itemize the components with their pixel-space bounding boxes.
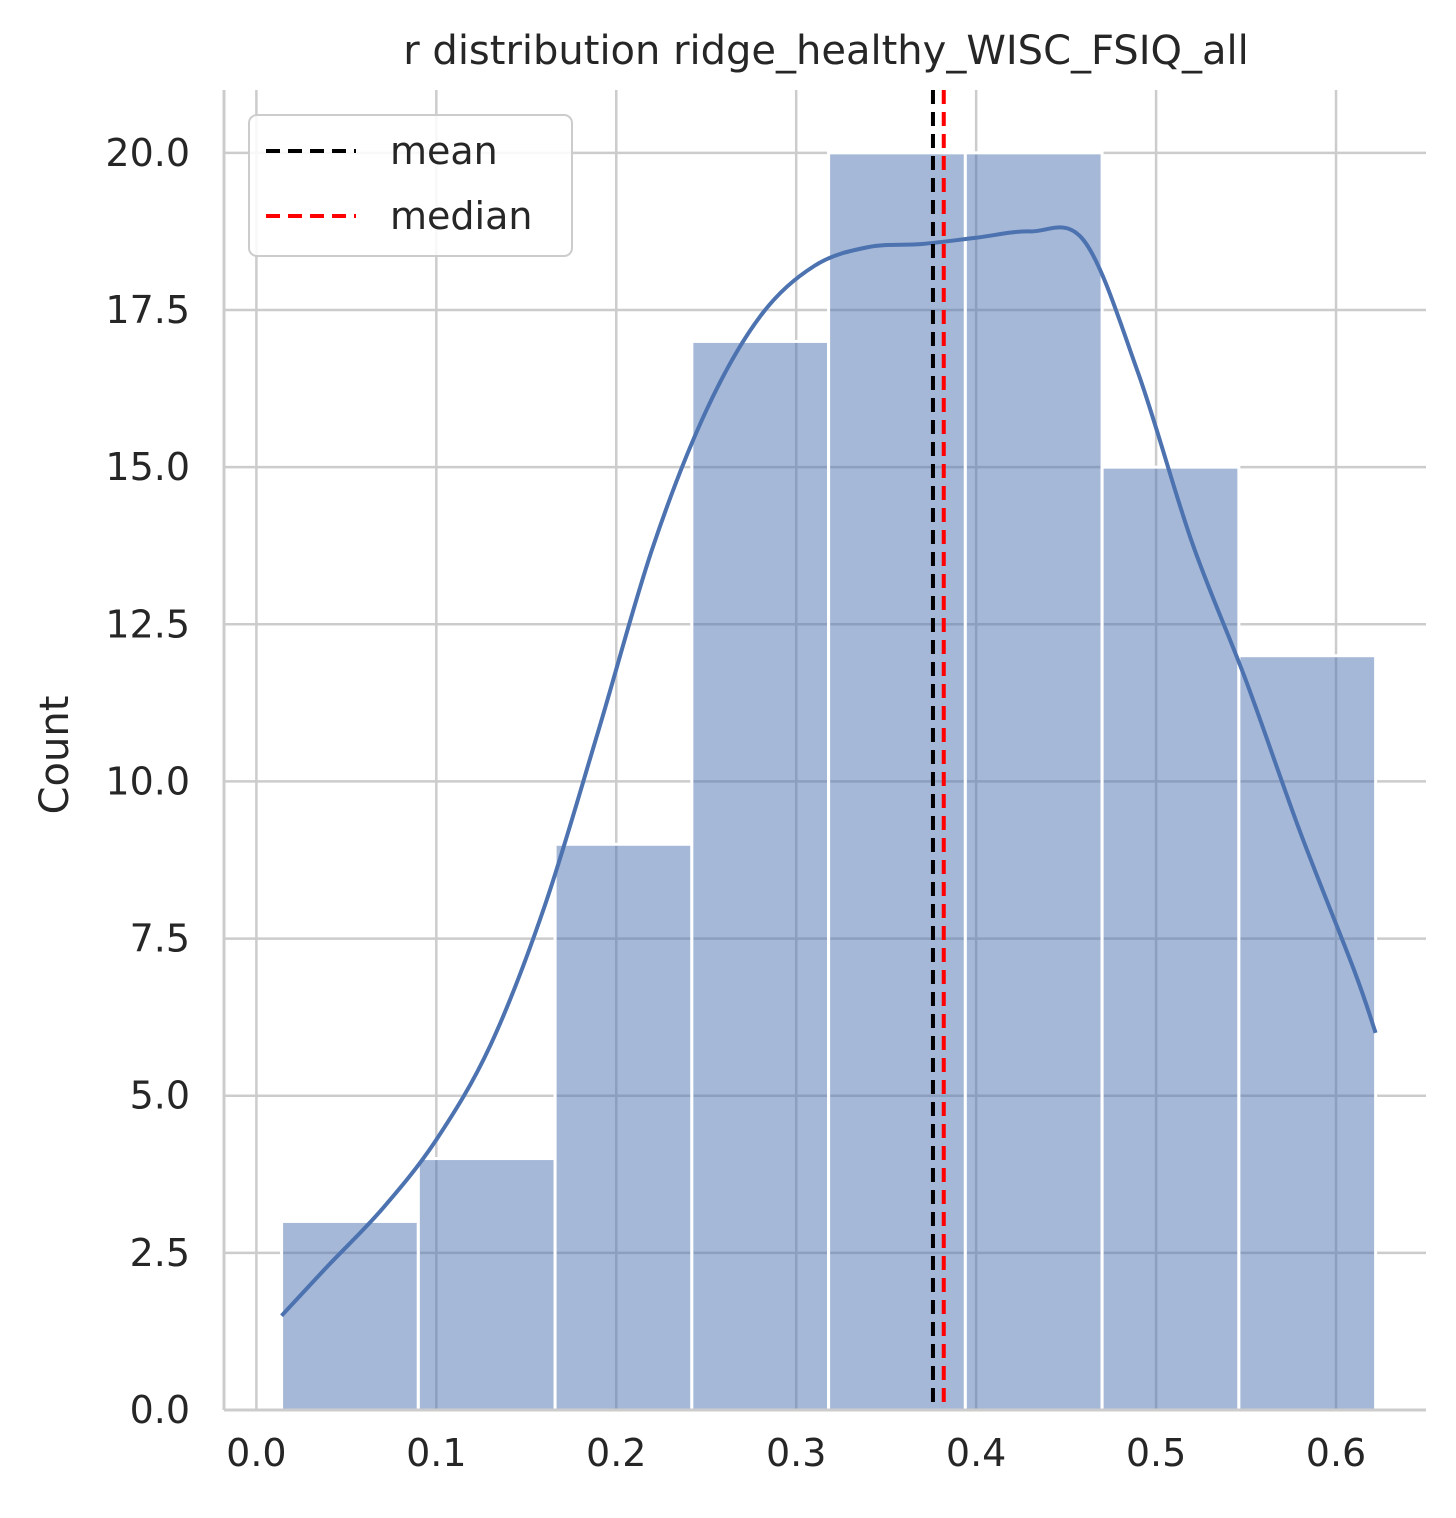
histogram-bar: [963, 151, 1104, 1412]
histogram-bar: [1237, 654, 1378, 1412]
y-tick-label: 12.5: [105, 602, 190, 646]
y-axis-title: Count: [32, 696, 78, 815]
legend-label-mean: mean: [390, 129, 498, 173]
x-tick-label: 0.4: [946, 1431, 1006, 1475]
x-tick-label: 0.6: [1306, 1431, 1366, 1475]
y-tick-label: 10.0: [105, 759, 190, 803]
x-tick-label: 0.5: [1126, 1431, 1186, 1475]
y-tick-label: 17.5: [105, 288, 190, 332]
kde-curve-layer: [280, 225, 1378, 1318]
tick-labels: 0.0 0.1 0.2 0.3 0.4 0.5 0.6 0.0 2.5 5.0 7.5 10.0 12.…: [105, 131, 1366, 1475]
y-tick-label: 15.0: [105, 445, 190, 489]
legend-box: [248, 114, 573, 257]
kde-curve: [280, 225, 1378, 1318]
y-tick-label: 7.5: [130, 917, 190, 961]
histogram-bar: [553, 842, 694, 1412]
x-tick-label: 0.3: [766, 1431, 826, 1475]
legend: mean median: [248, 114, 573, 257]
histogram-bar: [690, 339, 831, 1412]
y-tick-label: 2.5: [130, 1231, 190, 1275]
x-tick-label: 0.1: [406, 1431, 466, 1475]
chart-title: r distribution ridge_healthy_WISC_FSIQ_a…: [403, 28, 1248, 74]
histogram-bar: [280, 1219, 420, 1412]
histogram-bar: [1100, 465, 1241, 1412]
histogram-bars: [280, 151, 1378, 1412]
x-tick-label: 0.0: [226, 1431, 286, 1475]
histogram-bar: [416, 1157, 557, 1412]
y-tick-label: 20.0: [105, 131, 190, 175]
y-tick-label: 5.0: [130, 1074, 190, 1118]
reference-lines: [930, 90, 946, 1410]
legend-label-median: median: [390, 194, 532, 238]
x-tick-label: 0.2: [586, 1431, 646, 1475]
y-tick-label: 0.0: [130, 1388, 190, 1432]
axes: [222, 90, 1426, 1412]
